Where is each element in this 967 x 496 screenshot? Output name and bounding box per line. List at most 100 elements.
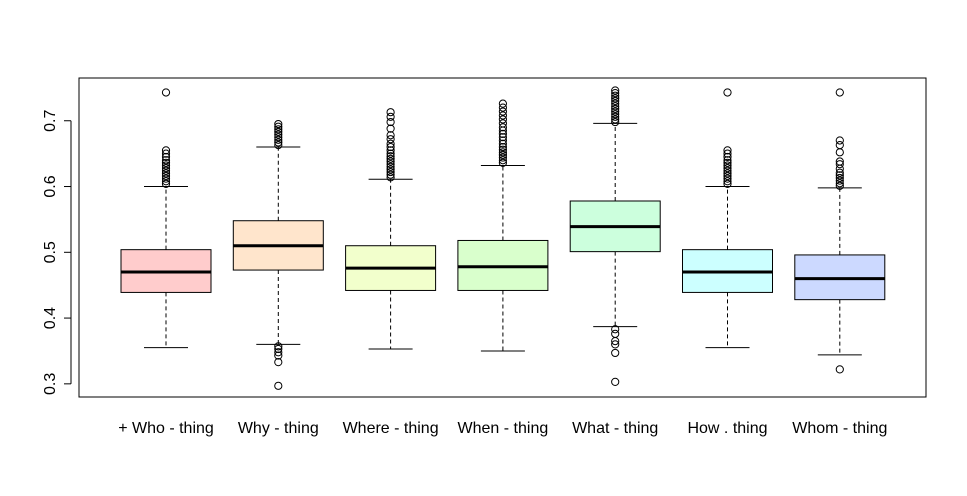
outlier-point: [274, 344, 283, 354]
outlier-point: [611, 86, 620, 95]
outlier-point: [611, 329, 620, 338]
outlier-point: [161, 171, 171, 181]
outlier-point: [386, 152, 395, 161]
outlier-point: [498, 158, 507, 167]
outlier-point: [498, 107, 507, 116]
outlier-point: [498, 111, 507, 120]
outlier-point: [835, 157, 844, 166]
outlier-point: [161, 177, 171, 186]
outlier-point: [611, 96, 620, 106]
outlier-point: [274, 342, 283, 351]
outlier-point: [274, 348, 283, 357]
outlier-point: [498, 153, 507, 162]
outlier-point: [386, 112, 395, 121]
x-category-label: Where - thing: [343, 420, 439, 437]
outlier-point: [386, 139, 395, 148]
outlier-point: [498, 103, 507, 112]
y-tick-label: 0.6: [42, 175, 59, 197]
outlier-point: [161, 179, 171, 188]
outlier-point: [611, 89, 620, 98]
outlier-point: [386, 142, 395, 152]
outlier-point: [611, 117, 620, 127]
outlier-point: [723, 149, 732, 158]
outlier-point: [498, 123, 507, 132]
outlier-point: [161, 88, 171, 97]
outlier-point: [611, 110, 620, 119]
outlier-point: [611, 325, 620, 334]
outlier-point: [161, 169, 171, 178]
box-group: [794, 88, 886, 374]
box-group: [120, 88, 212, 349]
outlier-point: [498, 156, 507, 165]
outlier-point: [161, 152, 171, 162]
outlier-point: [498, 142, 507, 152]
plot-frame: [78, 77, 927, 398]
y-tick-label: 0.5: [42, 241, 59, 263]
outlier-point: [835, 173, 844, 183]
box-group: [682, 88, 773, 349]
outlier-point: [611, 340, 620, 349]
outlier-point: [498, 145, 507, 154]
outlier-point: [386, 160, 395, 169]
outlier-point: [723, 156, 732, 165]
outlier-point: [723, 158, 732, 167]
outlier-point: [835, 148, 844, 157]
outlier-point: [274, 122, 283, 131]
box-group: [232, 119, 324, 390]
outlier-point: [723, 179, 732, 188]
outlier-point: [498, 129, 507, 139]
outlier-point: [611, 348, 620, 358]
outlier-point: [611, 102, 620, 111]
outlier-point: [723, 171, 732, 181]
outlier-point: [835, 136, 844, 145]
x-axis-labels: + Who - thing Why - thing Where - thing Whe…: [118, 420, 887, 437]
outlier-point: [274, 135, 283, 144]
outlier-point: [161, 164, 171, 173]
outlier-point: [611, 91, 620, 100]
outlier-point: [161, 174, 171, 183]
outlier-point: [723, 161, 732, 170]
outlier-point: [386, 167, 395, 177]
outlier-point: [274, 127, 283, 137]
outlier-point: [611, 115, 620, 124]
outlier-point: [611, 107, 620, 116]
outlier-point: [161, 156, 171, 165]
x-category-label: When - thing: [458, 420, 549, 437]
outlier-point: [611, 99, 620, 108]
outlier-point: [274, 381, 283, 390]
outlier-point: [161, 146, 171, 155]
outlier-point: [274, 125, 283, 134]
outlier-point: [386, 165, 395, 174]
box-group: [345, 108, 437, 350]
outlier-point: [835, 179, 844, 188]
outlier-point: [386, 124, 395, 133]
outlier-point: [161, 149, 171, 158]
outlier-point: [611, 112, 620, 121]
outlier-point: [498, 148, 507, 157]
outlier-point: [274, 138, 283, 147]
outlier-point: [723, 177, 732, 186]
outlier-point: [386, 117, 395, 127]
outlier-point: [386, 149, 395, 158]
outlier-point: [835, 168, 844, 177]
outlier-point: [835, 176, 844, 185]
y-tick-label: 0.4: [42, 307, 59, 329]
outlier-point: [386, 146, 395, 155]
outlier-point: [498, 119, 507, 128]
outlier-point: [274, 130, 283, 139]
outlier-point: [498, 136, 507, 145]
outlier-point: [386, 157, 395, 166]
outlier-point: [611, 104, 620, 114]
outlier-point: [835, 171, 844, 180]
outlier-point: [161, 158, 171, 167]
outlier-point: [498, 99, 507, 108]
outlier-point: [611, 377, 620, 386]
outlier-point: [611, 94, 620, 103]
outlier-point: [723, 164, 732, 173]
outlier-point: [835, 160, 844, 169]
y-tick-label: 0.3: [42, 373, 59, 395]
x-category-label: + Who - thing: [118, 420, 214, 437]
outlier-point: [274, 119, 283, 129]
outlier-point: [161, 166, 171, 175]
